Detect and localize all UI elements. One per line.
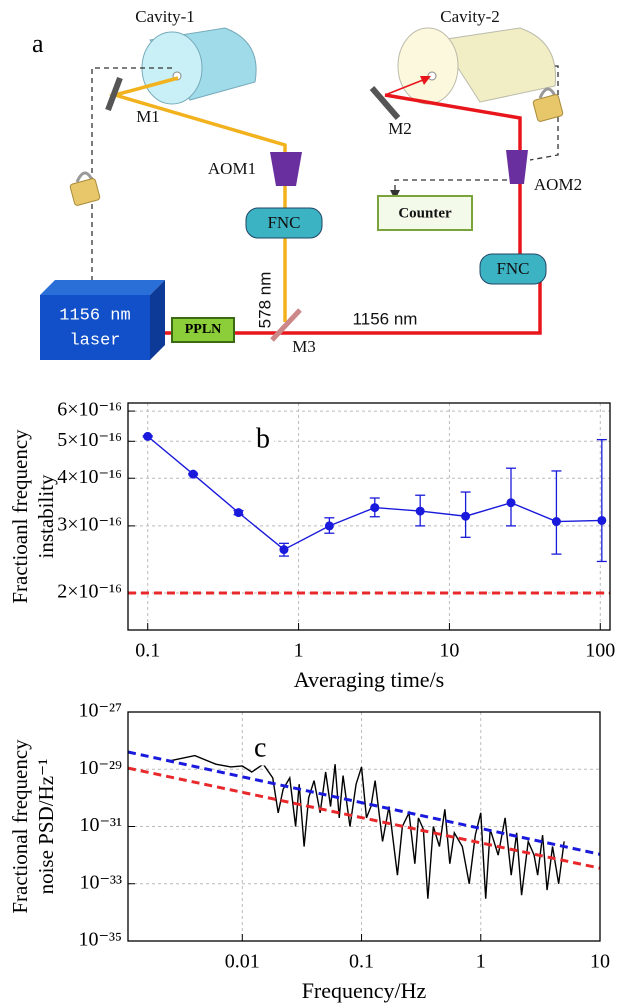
data-point xyxy=(506,498,516,508)
laser-box xyxy=(150,280,165,360)
data-point xyxy=(370,503,380,513)
y-tick-label: 4×10⁻¹⁶ xyxy=(57,466,122,488)
y-tick-label: 2×10⁻¹⁶ xyxy=(57,581,122,603)
mirror-label: M3 xyxy=(292,337,316,356)
data-point xyxy=(415,506,425,516)
panel-label: c xyxy=(254,732,266,763)
y-axis-label: instability xyxy=(34,474,58,559)
mirror-label: M1 xyxy=(136,107,160,126)
counter-label: Counter xyxy=(398,205,452,221)
lock-icon xyxy=(532,87,564,122)
data-line xyxy=(127,750,601,856)
mirror xyxy=(369,86,401,120)
chart: 0.1 1 10 100 2×10⁻¹⁶ 3×10⁻¹⁶ 4×10⁻¹⁶ 5×10⁻¹⁶ 6×1… xyxy=(8,399,615,692)
red-beam xyxy=(165,93,542,335)
chart: 0.01 0.1 1 10 10⁻³⁵ 10⁻³³ 10⁻³¹ 10⁻²⁹ 10⁻²⁷ c Freq… xyxy=(8,700,610,1003)
x-tick-label: 1 xyxy=(476,951,486,973)
mirror xyxy=(105,76,123,112)
data-point xyxy=(551,517,561,527)
fnc-box xyxy=(479,253,547,285)
x-tick-label: 0.01 xyxy=(225,951,260,973)
data-point xyxy=(597,515,607,525)
aom xyxy=(270,152,302,186)
panel-label: a xyxy=(32,29,44,58)
plot-frame xyxy=(127,711,601,942)
cavity-label: Cavity-2 xyxy=(440,7,500,26)
y-axis-label: Fractional frequency xyxy=(8,739,32,914)
y-tick-label: 10⁻³⁵ xyxy=(78,929,122,951)
panel-label: b xyxy=(256,423,270,454)
x-tick-label: 10 xyxy=(590,951,610,973)
ppln-box xyxy=(171,317,235,343)
data-line xyxy=(170,754,565,899)
data-point xyxy=(143,431,153,441)
x-tick-label: 0.1 xyxy=(349,951,374,973)
wavelength-label: 1156 nm xyxy=(353,309,418,328)
y-tick-label: 5×10⁻¹⁶ xyxy=(57,429,122,451)
plot-frame xyxy=(127,402,611,631)
y-tick-label: 6×10⁻¹⁶ xyxy=(57,399,122,421)
data-point xyxy=(461,511,471,521)
x-axis-label: Averaging time/s xyxy=(294,667,445,692)
y-tick-label: 3×10⁻¹⁶ xyxy=(57,513,122,535)
y-tick-label: 10⁻²⁷ xyxy=(78,700,122,722)
data-line xyxy=(127,766,601,870)
cavity xyxy=(141,27,257,105)
panel-label-bg xyxy=(249,730,271,766)
y-tick-label: 10⁻³³ xyxy=(79,871,122,893)
cavity xyxy=(397,27,557,105)
fnc-label: FNC xyxy=(267,213,300,232)
cavity-label: Cavity-1 xyxy=(135,7,195,26)
y-tick-label: 10⁻³¹ xyxy=(79,814,122,836)
setup-diagram: a Cavity-1 Cavity-2 xyxy=(32,7,582,360)
x-tick-label: 1 xyxy=(294,640,304,662)
mirror xyxy=(270,308,302,342)
laser-box xyxy=(40,295,150,360)
data-point xyxy=(279,545,289,555)
aom xyxy=(506,150,528,184)
data-point xyxy=(324,521,334,531)
lock-icon xyxy=(69,171,101,206)
fnc-label: FNC xyxy=(496,259,529,278)
counter-link xyxy=(394,179,507,196)
data-point xyxy=(188,469,198,479)
x-axis-label: Frequency/Hz xyxy=(302,978,427,1003)
x-tick-label: 100 xyxy=(585,640,615,662)
arrow xyxy=(420,76,431,85)
red-beam xyxy=(384,77,429,96)
y-axis-label: noise PSD/Hz⁻¹ xyxy=(34,759,58,895)
data-point xyxy=(234,508,244,518)
x-tick-label: 10 xyxy=(439,640,459,662)
aom-label: AOM2 xyxy=(534,175,582,194)
counter-box xyxy=(377,195,473,231)
panel-label-bg xyxy=(251,421,274,457)
plot-area xyxy=(128,403,610,630)
fnc-box xyxy=(245,207,323,239)
laser-label: 1156 nm xyxy=(59,306,130,325)
laser-label: laser xyxy=(69,331,120,350)
y-tick-label: 10⁻²⁹ xyxy=(78,757,122,779)
laser-box xyxy=(40,280,165,295)
mirror-label: M2 xyxy=(388,119,412,138)
y-axis-label: Fractioanl frequency xyxy=(8,429,32,604)
wavelength-label: 578 nm xyxy=(255,272,274,329)
ppln-label: PPLN xyxy=(185,322,222,337)
aom-label: AOM1 xyxy=(208,159,256,178)
x-tick-label: 0.1 xyxy=(135,640,160,662)
lock-loop xyxy=(91,67,172,288)
